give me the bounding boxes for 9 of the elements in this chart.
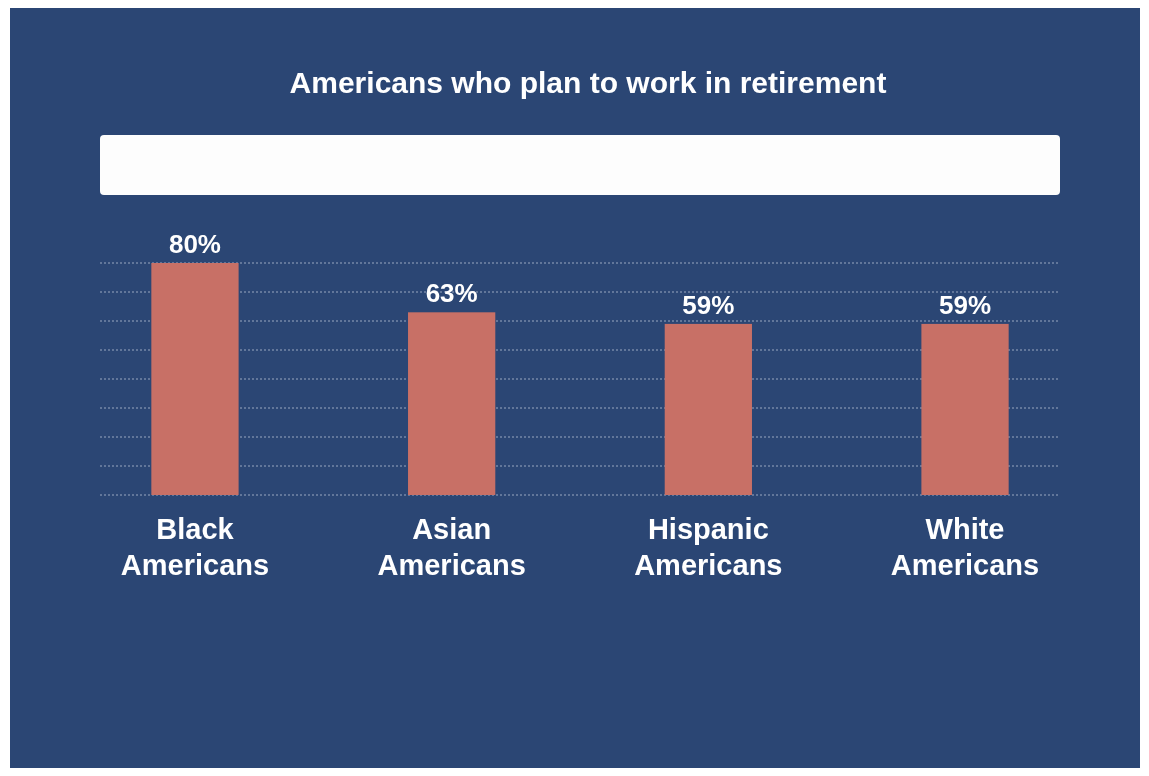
- x-tick-label: White Americans: [890, 513, 1040, 581]
- x-tick-label: Hispanic Americans: [634, 513, 783, 581]
- data-label: 63%: [425, 278, 478, 309]
- data-label: 59%: [682, 289, 735, 320]
- data-label: 80%: [168, 229, 221, 259]
- data-label: 59%: [939, 289, 992, 320]
- chart-title: Americans who plan to work in retirement: [289, 66, 887, 99]
- x-tick-label: Asian Americans: [377, 513, 526, 581]
- x-tick-label: Black Americans: [120, 513, 270, 581]
